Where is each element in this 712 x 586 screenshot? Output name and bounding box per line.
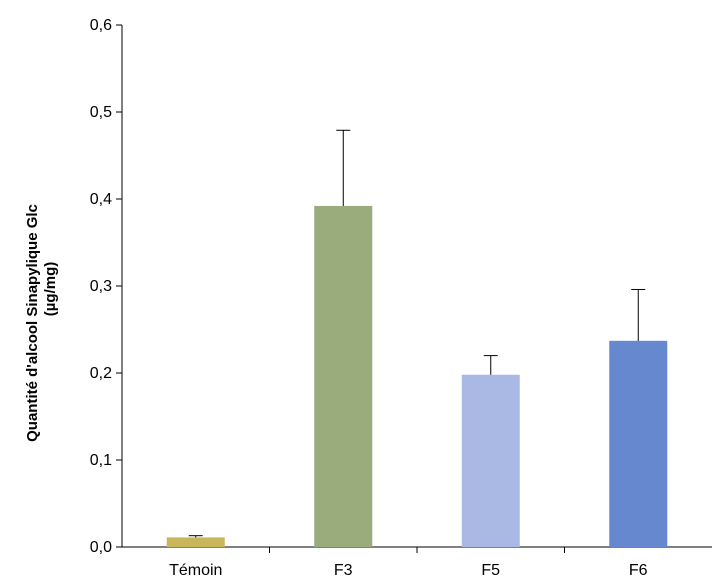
y-tick-label: 0,6 <box>90 17 112 34</box>
y-tick-label: 0,4 <box>90 191 112 208</box>
y-tick-label: 0,2 <box>90 365 112 382</box>
y-tick-label: 0,1 <box>90 452 112 469</box>
y-ticks: 0,0 0,1 0,2 0,3 0,4 0,5 0,6 <box>90 17 122 556</box>
bar-f3 <box>314 205 373 547</box>
bar-f6 <box>609 340 668 547</box>
y-axis-title-line-2: (µg/mg) <box>42 262 59 316</box>
y-axis-title-line-1: Quantité d'alcool Sinapylique Glc <box>24 204 41 442</box>
x-tick-label: F5 <box>481 562 500 579</box>
x-tick-label: F3 <box>334 562 353 579</box>
y-axis-title: Quantité d'alcool Sinapylique Glc (µg/mg… <box>24 204 59 442</box>
x-ticks: Témoin F3 F5 F6 <box>169 547 648 579</box>
y-tick-label: 0,3 <box>90 278 112 295</box>
x-tick-label: Témoin <box>169 562 222 579</box>
y-tick-label: 0,5 <box>90 104 112 121</box>
x-tick-label: F6 <box>629 562 648 579</box>
y-tick-label: 0,0 <box>90 539 112 556</box>
bar-f5 <box>461 374 520 547</box>
error-bars <box>188 129 646 538</box>
bar-tmoin <box>166 537 225 547</box>
bars <box>166 205 668 547</box>
